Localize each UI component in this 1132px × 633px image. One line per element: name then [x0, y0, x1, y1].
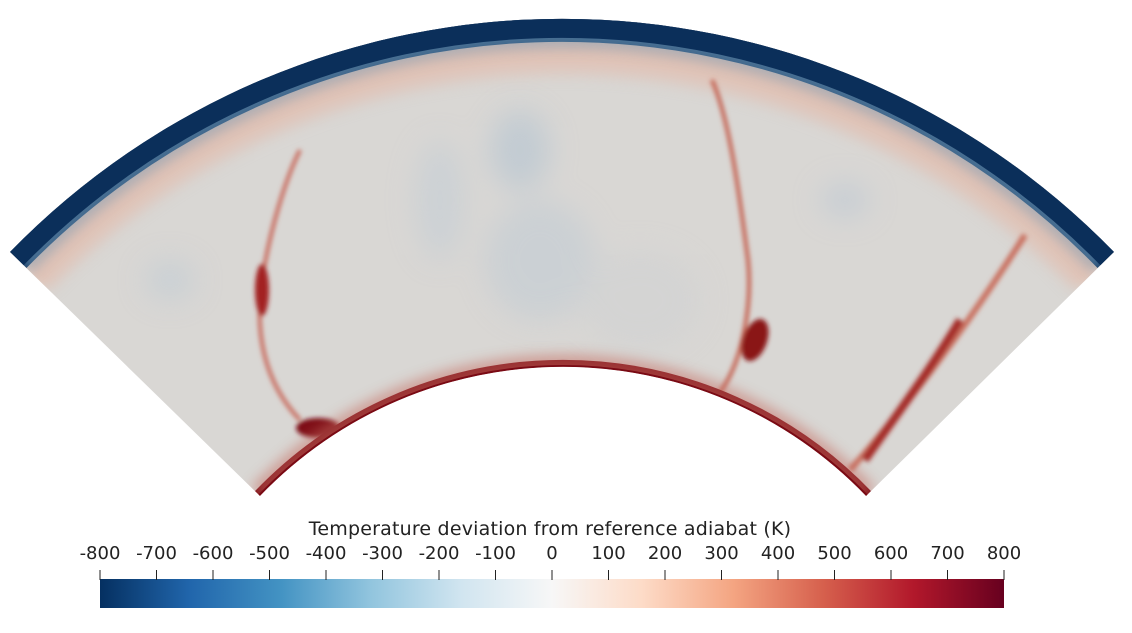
colorbar-bar	[100, 579, 1004, 608]
hot-plumes	[255, 79, 1028, 472]
colorbar-tick-label: -800	[79, 543, 121, 564]
colorbar-tick-label: -700	[136, 543, 177, 564]
colorbar-tick-label: 600	[873, 543, 909, 564]
colorbar-tick-label: -300	[362, 543, 403, 564]
colorbar-tick-label: -400	[305, 543, 347, 564]
lithosphere-fringe	[29, 47, 1095, 293]
colorbar-tick-label: -200	[418, 543, 460, 564]
colorbar	[99, 570, 1005, 608]
colorbar-tick-label: -100	[475, 543, 516, 564]
plume-center	[710, 79, 752, 397]
colorbar-tickmarks	[99, 570, 1005, 580]
colorbar-tick-label: 200	[647, 543, 683, 564]
colorbar-tick-label: -500	[249, 543, 290, 564]
colorbar-tick-label: 700	[930, 543, 965, 564]
colorbar-tick-label: 300	[704, 543, 739, 564]
colorbar-tick-label: 0	[546, 543, 558, 564]
cold-downwellings	[145, 110, 870, 350]
colorbar-tick-label: 100	[591, 543, 626, 564]
colorbar-tick-label: -600	[192, 543, 234, 564]
colorbar-title: Temperature deviation from reference adi…	[308, 518, 792, 540]
colorbar-tick-label: 500	[817, 543, 852, 564]
colorbar-tick-label: 800	[986, 543, 1022, 564]
core	[260, 366, 866, 520]
colorbar-tick-label: 400	[760, 543, 796, 564]
